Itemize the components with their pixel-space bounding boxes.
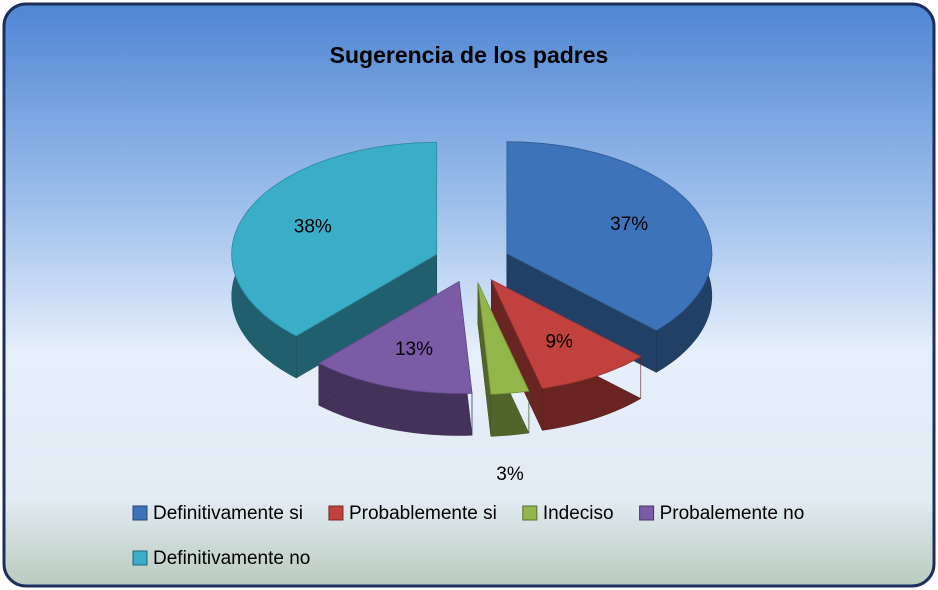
pie-tops xyxy=(231,141,713,395)
slice xyxy=(506,141,713,331)
legend-label: Probalemente no xyxy=(660,503,805,524)
legend-label: Indeciso xyxy=(543,503,614,524)
slice xyxy=(490,278,642,389)
legend-label: Definitivamente si xyxy=(153,503,303,524)
legend-item: Probalemente no xyxy=(639,503,805,524)
legend-swatch xyxy=(328,505,344,521)
legend-item: Definitivamente si xyxy=(132,503,303,524)
chart-title: Sugerencia de los padres xyxy=(330,42,609,68)
legend-label: Definitivamente no xyxy=(153,548,310,569)
legend-swatch xyxy=(522,505,538,521)
data-label: 9% xyxy=(545,332,573,353)
data-label: 37% xyxy=(610,214,648,235)
data-label: 13% xyxy=(395,339,433,360)
data-label: 38% xyxy=(294,217,332,238)
slice xyxy=(477,282,530,395)
slice xyxy=(317,280,473,394)
legend-item: Indeciso xyxy=(522,503,614,524)
legend-swatch xyxy=(132,505,148,521)
data-label: 3% xyxy=(496,464,524,485)
legend-label: Probablemente si xyxy=(349,503,497,524)
data-labels: 37% 9% 3% 13% 38% xyxy=(294,214,649,485)
legend-swatch xyxy=(132,550,148,566)
legend-item: Probablemente si xyxy=(328,503,497,524)
legend-swatch xyxy=(639,505,655,521)
legend: Definitivamente si Probablemente si Indeci… xyxy=(132,503,805,569)
legend-item: Definitivamente no xyxy=(132,548,310,569)
slice xyxy=(231,142,438,337)
